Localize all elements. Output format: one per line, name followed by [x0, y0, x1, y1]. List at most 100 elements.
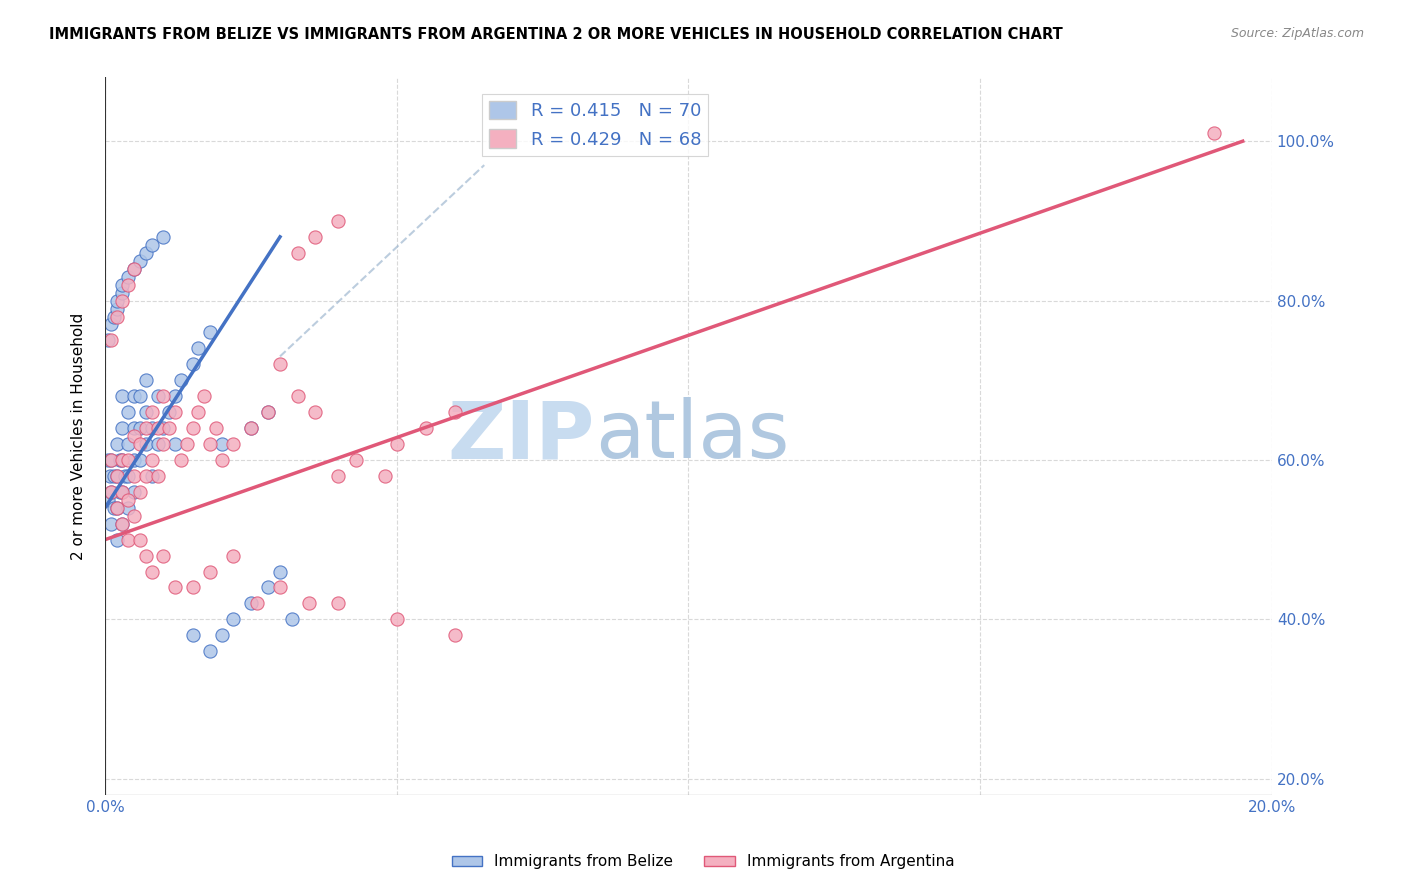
Point [287, 389, 309, 403]
Point [287, 245, 309, 260]
Point [135, 421, 157, 435]
Point [152, 549, 174, 563]
Point [122, 508, 145, 523]
Point [97, 334, 120, 348]
Point [117, 469, 139, 483]
Point [146, 469, 169, 483]
Point [198, 437, 221, 451]
Point [103, 469, 125, 483]
Point [193, 389, 215, 403]
Point [269, 565, 291, 579]
Point [135, 437, 157, 451]
Point [111, 453, 134, 467]
Point [444, 628, 467, 642]
Text: atlas: atlas [595, 397, 789, 475]
Point [129, 421, 152, 435]
Point [129, 484, 152, 499]
Point [141, 469, 163, 483]
Point [117, 277, 139, 292]
Point [187, 342, 209, 356]
Point [111, 453, 134, 467]
Point [98, 469, 121, 483]
Point [344, 453, 367, 467]
Point [187, 405, 209, 419]
Point [257, 581, 280, 595]
Point [129, 389, 152, 403]
Point [157, 421, 180, 435]
Point [103, 310, 125, 324]
Point [105, 469, 128, 483]
Point [222, 612, 245, 626]
Point [269, 357, 291, 371]
Point [181, 628, 204, 642]
Point [328, 469, 350, 483]
Point [100, 453, 122, 467]
Point [205, 421, 228, 435]
Point [211, 628, 233, 642]
Point [117, 437, 139, 451]
Point [122, 429, 145, 443]
Point [105, 310, 128, 324]
Point [111, 421, 134, 435]
Point [152, 230, 174, 244]
Y-axis label: 2 or more Vehicles in Household: 2 or more Vehicles in Household [72, 312, 86, 559]
Point [257, 405, 280, 419]
Point [163, 437, 186, 451]
Point [415, 421, 437, 435]
Point [239, 421, 262, 435]
Point [328, 214, 350, 228]
Point [108, 453, 131, 467]
Point [146, 389, 169, 403]
Point [328, 596, 350, 610]
Point [374, 469, 396, 483]
Point [100, 453, 122, 467]
Point [117, 500, 139, 515]
Point [100, 484, 122, 499]
Point [97, 453, 120, 467]
Point [97, 492, 120, 507]
Point [246, 596, 269, 610]
Point [163, 389, 186, 403]
Point [198, 326, 221, 340]
Point [385, 437, 408, 451]
Point [105, 469, 128, 483]
Point [211, 453, 233, 467]
Point [117, 453, 139, 467]
Point [170, 453, 193, 467]
Point [444, 405, 467, 419]
Point [157, 405, 180, 419]
Point [105, 293, 128, 308]
Text: Source: ZipAtlas.com: Source: ZipAtlas.com [1230, 27, 1364, 40]
Point [257, 405, 280, 419]
Point [105, 301, 128, 316]
Point [111, 277, 134, 292]
Point [111, 293, 134, 308]
Point [181, 421, 204, 435]
Point [100, 516, 122, 531]
Point [141, 565, 163, 579]
Point [163, 581, 186, 595]
Point [111, 389, 134, 403]
Point [146, 421, 169, 435]
Point [181, 357, 204, 371]
Legend: R = 0.415   N = 70, R = 0.429   N = 68: R = 0.415 N = 70, R = 0.429 N = 68 [482, 94, 709, 156]
Point [304, 405, 326, 419]
Point [239, 421, 262, 435]
Point [176, 437, 198, 451]
Point [385, 612, 408, 626]
Point [152, 389, 174, 403]
Point [141, 405, 163, 419]
Point [135, 373, 157, 387]
Point [141, 237, 163, 252]
Point [122, 453, 145, 467]
Point [198, 644, 221, 658]
Point [163, 405, 186, 419]
Point [181, 581, 204, 595]
Point [222, 437, 245, 451]
Point [152, 421, 174, 435]
Point [100, 334, 122, 348]
Text: ZIP: ZIP [449, 397, 595, 475]
Point [129, 453, 152, 467]
Point [198, 565, 221, 579]
Point [103, 500, 125, 515]
